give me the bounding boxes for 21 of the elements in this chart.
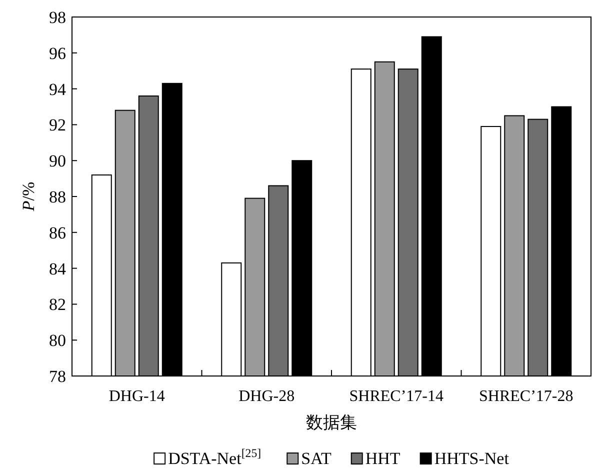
y-tick-label: 92 — [49, 116, 66, 135]
y-tick-label: 88 — [49, 188, 66, 206]
y-tick-label: 80 — [49, 331, 66, 350]
legend-label: HHT — [365, 449, 401, 468]
y-tick-label: 84 — [49, 259, 66, 278]
y-tick-label: 90 — [49, 152, 66, 171]
y-tick-label: 94 — [49, 80, 66, 99]
x-tick-label: DHG-28 — [238, 388, 295, 405]
y-axis-title: P/% — [19, 182, 38, 212]
y-tick-label: 98 — [49, 8, 66, 27]
legend-label: HHTS-Net — [434, 449, 510, 468]
x-tick-label: SHREC’17-14 — [349, 388, 444, 405]
legend-label: DSTA-Net$^{[25]}$ — [168, 446, 262, 468]
x-tick-label: DHG-14 — [108, 388, 165, 405]
y-tick-label: 78 — [49, 367, 66, 386]
x-axis-title: 数据集 — [306, 413, 357, 432]
x-tick-label: SHREC’17-28 — [479, 388, 574, 405]
y-tick-label: 82 — [49, 295, 66, 314]
legend-label: SAT — [301, 449, 332, 468]
y-tick-label: 96 — [49, 44, 66, 63]
y-tick-label: 86 — [49, 223, 66, 242]
